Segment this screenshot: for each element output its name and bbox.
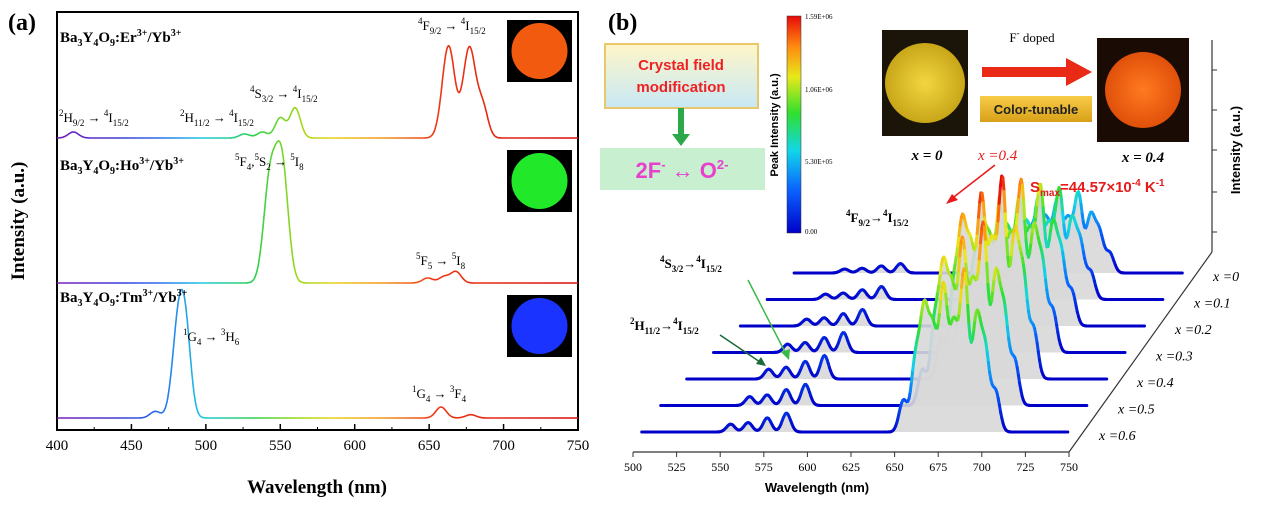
panel-b: (b) 500 525 550 575 600 625 650 675 700 725 750 Wa… [600,0,1269,501]
colorbar-tick-2: 1.06E+06 [805,86,833,94]
colorbar-title: Peak Intensity (a.u.) [769,73,781,177]
series-label-4: x =0.4 [1136,376,1174,391]
trans-s32-label: 4S3/2→4I15/2 [660,254,722,274]
x-tick-labels: 500 525 550 575 600 625 650 675 700 725 750 [624,460,1078,474]
peak-x04-label: x =0.4 [977,148,1018,164]
trans-ho-f5: 5F5 → 5I8 [416,251,466,271]
series-label-1: x =0.1 [1193,297,1231,312]
pointer-arrow-s32 [748,280,790,360]
photo-x04 [1097,38,1189,142]
x-tick-label-8: 700 [973,460,991,474]
photo-er [507,20,572,82]
trans-ho-f4s2: 5F4,5S2 → 5I8 [235,152,304,172]
legend-tm: Ba3Y4O9:Tm3+/Yb3+ [60,288,188,309]
x-tick-label-7: 675 [929,460,947,474]
crystal-field-line1: Crystal field [638,57,724,74]
x-tick-labels: 400 450 500 550 600 650 700 750 [46,438,590,454]
x-tick-label-2: 550 [711,460,729,474]
x-tick-label-0: 400 [46,438,69,454]
photo-x0-label: x = 0 [910,148,943,164]
legend-er: Ba3Y4O9:Er3+/Yb3+ [60,28,182,49]
exchange-text: 2F- ↔ O2- [636,157,729,183]
plot-frame [57,12,578,430]
series-labels: x =0 x =0.1 x =0.2 x =0.3 x =0.4 x =0.5 x =0.6 [1098,270,1239,444]
x-tick-label-5: 650 [418,438,441,454]
photo-x0 [882,30,968,136]
right-arrow-icon [982,58,1092,86]
trans-er-h112: 2H11/2 → 4I15/2 [180,108,254,128]
y-axis-label: Intensity (a.u.) [8,162,29,281]
crystal-field-box [605,44,758,108]
trans-h112-label: 2H11/2→4I15/2 [630,316,699,336]
x-tick-label-4: 600 [798,460,816,474]
legend-ho: Ba3Y4O9:Ho3+/Yb3+ [60,156,184,177]
series-label-5: x =0.5 [1117,403,1155,418]
pointer-arrow-h112 [720,335,766,366]
x-tick-label-6: 650 [886,460,904,474]
waterfall-series [642,176,1183,432]
series-label-0: x =0 [1212,270,1239,285]
photo-ho [507,150,572,212]
series-label-2: x =0.2 [1174,323,1212,338]
x-tick-label-1: 450 [120,438,143,454]
panel-a: (a) 400 450 500 550 600 650 700 750 Wavelength … [0,0,600,501]
smax-label: Smax=44.57×10-4 K-1 [1030,178,1165,199]
series-tm-line [57,290,578,418]
x-tick-label-6: 700 [492,438,515,454]
down-arrow-icon [672,108,690,146]
x-tick-label-4: 600 [343,438,366,454]
x-tick-label-9: 725 [1016,460,1034,474]
x-axis-label: Wavelength (nm) [247,477,387,498]
z-axis-label: Intensity (a.u.) [1228,106,1243,194]
photo-x04-label: x = 0.4 [1121,150,1165,166]
series-label-6: x =0.6 [1098,429,1136,444]
trans-tm-g4f4: 1G4 → 3F4 [412,384,467,404]
panel-a-label: (a) [8,10,36,36]
trans-er-f92: 4F9/2 → 4I15/2 [418,16,486,36]
x-axis-label: Wavelength (nm) [765,480,869,495]
color-tunable-label: Color-tunable [994,102,1079,117]
panel-b-label: (b) [608,10,637,36]
x-tick-label-7: 750 [567,438,590,454]
photo-tm [507,295,572,357]
peak-pointer-arrow [950,165,995,200]
doping-text: F- doped [1009,28,1055,45]
trans-er-s32: 4S3/2 → 4I15/2 [250,84,318,104]
x-axis-ticks [633,452,1069,457]
z-axis-ticks [1212,70,1217,232]
crystal-field-line2: modification [636,79,725,96]
trans-f92-label: 4F9/2→4I15/2 [846,208,909,228]
x-tick-label-5: 625 [842,460,860,474]
series-er-line [57,46,578,138]
x-tick-label-10: 750 [1060,460,1078,474]
series-label-3: x =0.3 [1155,350,1193,365]
colorbar-tick-min: 0.00 [805,228,818,236]
trans-er-h92: 2H9/2 → 4I15/2 [59,108,129,128]
colorbar-tick-max: 1.59E+06 [805,13,833,21]
trans-tm-g4h6: 1G4 → 3H6 [183,327,240,347]
colorbar [787,16,801,233]
x-tick-label-2: 500 [195,438,218,454]
colorbar-tick-1: 5.30E+05 [805,158,833,166]
x-tick-label-3: 575 [755,460,773,474]
x-tick-label-1: 525 [668,460,686,474]
x-tick-label-3: 550 [269,438,292,454]
x-tick-label-0: 500 [624,460,642,474]
